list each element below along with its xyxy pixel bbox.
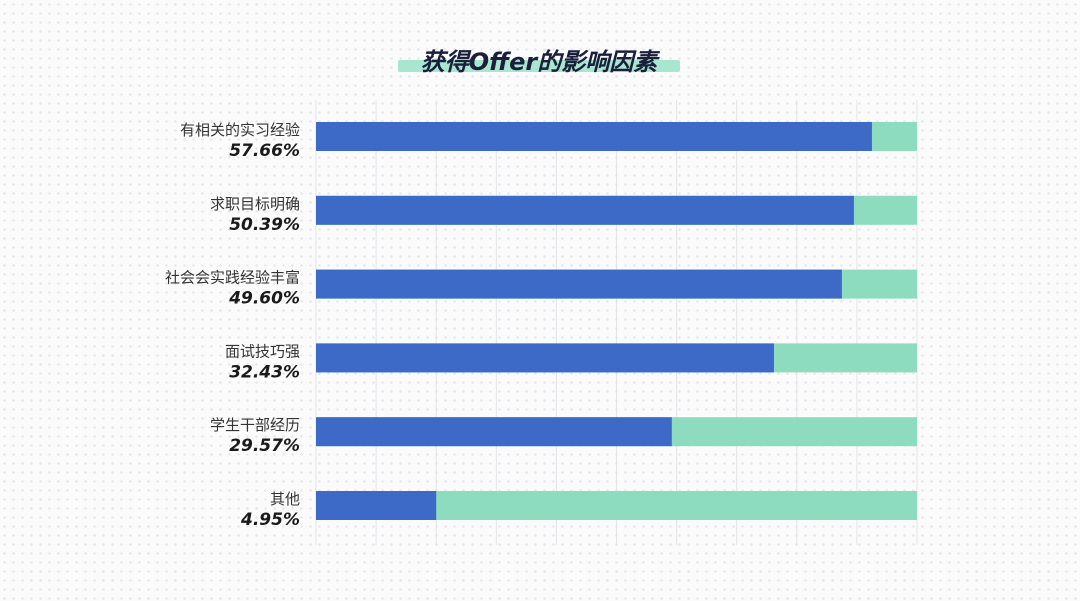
value-label: 50.39% [229, 215, 300, 235]
bar [316, 343, 774, 373]
category-label: 社会会实践经验丰富 [165, 269, 300, 287]
bars [316, 122, 917, 520]
category-label: 学生干部经历 [210, 416, 300, 434]
labels: 有相关的实习经验 57.66% 求职目标明确 50.39% 社会会实践经验丰富 49.60… [165, 121, 300, 530]
value-label: 29.57% [229, 436, 300, 456]
bar [316, 417, 672, 447]
category-label: 面试技巧强 [225, 342, 300, 360]
category-label: 其他 [270, 490, 300, 508]
value-label: 49.60% [228, 289, 300, 309]
bar [316, 122, 872, 151]
title-highlight [398, 60, 680, 72]
value-label: 4.95% [240, 510, 300, 530]
category-label: 有相关的实习经验 [180, 121, 300, 139]
chart-title-text: 获得Offer的影响因素 [421, 48, 660, 76]
value-label: 32.43% [229, 362, 300, 382]
value-label: 57.66% [229, 141, 300, 161]
chart-title: 获得Offer的影响因素 [398, 48, 680, 76]
grid [315, 100, 918, 545]
bar [316, 269, 842, 299]
bar [316, 491, 437, 520]
bar [316, 195, 854, 225]
category-label: 求职目标明确 [210, 195, 300, 213]
